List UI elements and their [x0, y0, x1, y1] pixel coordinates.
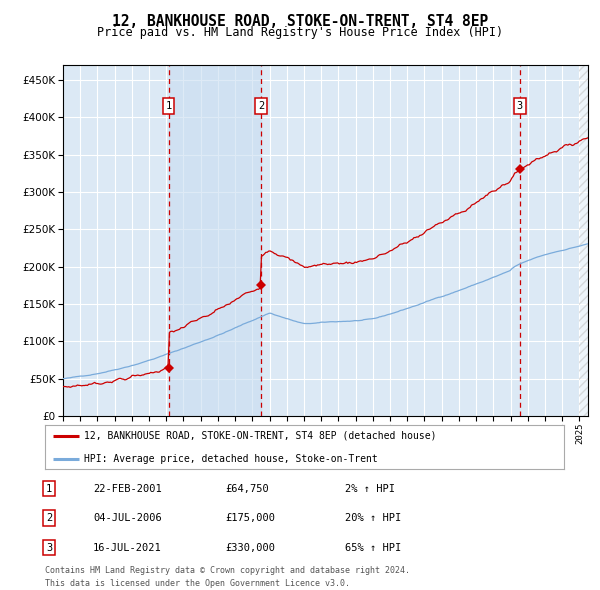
Text: 16-JUL-2021: 16-JUL-2021: [93, 543, 162, 552]
Text: Price paid vs. HM Land Registry's House Price Index (HPI): Price paid vs. HM Land Registry's House …: [97, 26, 503, 39]
Text: 2: 2: [258, 101, 264, 111]
Text: 12, BANKHOUSE ROAD, STOKE-ON-TRENT, ST4 8EP: 12, BANKHOUSE ROAD, STOKE-ON-TRENT, ST4 …: [112, 14, 488, 30]
Text: 3: 3: [46, 543, 52, 552]
Text: 1: 1: [46, 484, 52, 493]
Text: 2% ↑ HPI: 2% ↑ HPI: [345, 484, 395, 493]
Text: £330,000: £330,000: [225, 543, 275, 552]
Text: 12, BANKHOUSE ROAD, STOKE-ON-TRENT, ST4 8EP (detached house): 12, BANKHOUSE ROAD, STOKE-ON-TRENT, ST4 …: [84, 431, 436, 441]
Text: Contains HM Land Registry data © Crown copyright and database right 2024.
This d: Contains HM Land Registry data © Crown c…: [45, 566, 410, 588]
Text: 20% ↑ HPI: 20% ↑ HPI: [345, 513, 401, 523]
Text: 65% ↑ HPI: 65% ↑ HPI: [345, 543, 401, 552]
Text: 2: 2: [46, 513, 52, 523]
Text: £175,000: £175,000: [225, 513, 275, 523]
Text: 22-FEB-2001: 22-FEB-2001: [93, 484, 162, 493]
Bar: [169, 65, 261, 416]
Text: HPI: Average price, detached house, Stoke-on-Trent: HPI: Average price, detached house, Stok…: [84, 454, 377, 464]
Text: 1: 1: [166, 101, 172, 111]
Text: £64,750: £64,750: [225, 484, 269, 493]
Text: 3: 3: [517, 101, 523, 111]
Text: 04-JUL-2006: 04-JUL-2006: [93, 513, 162, 523]
